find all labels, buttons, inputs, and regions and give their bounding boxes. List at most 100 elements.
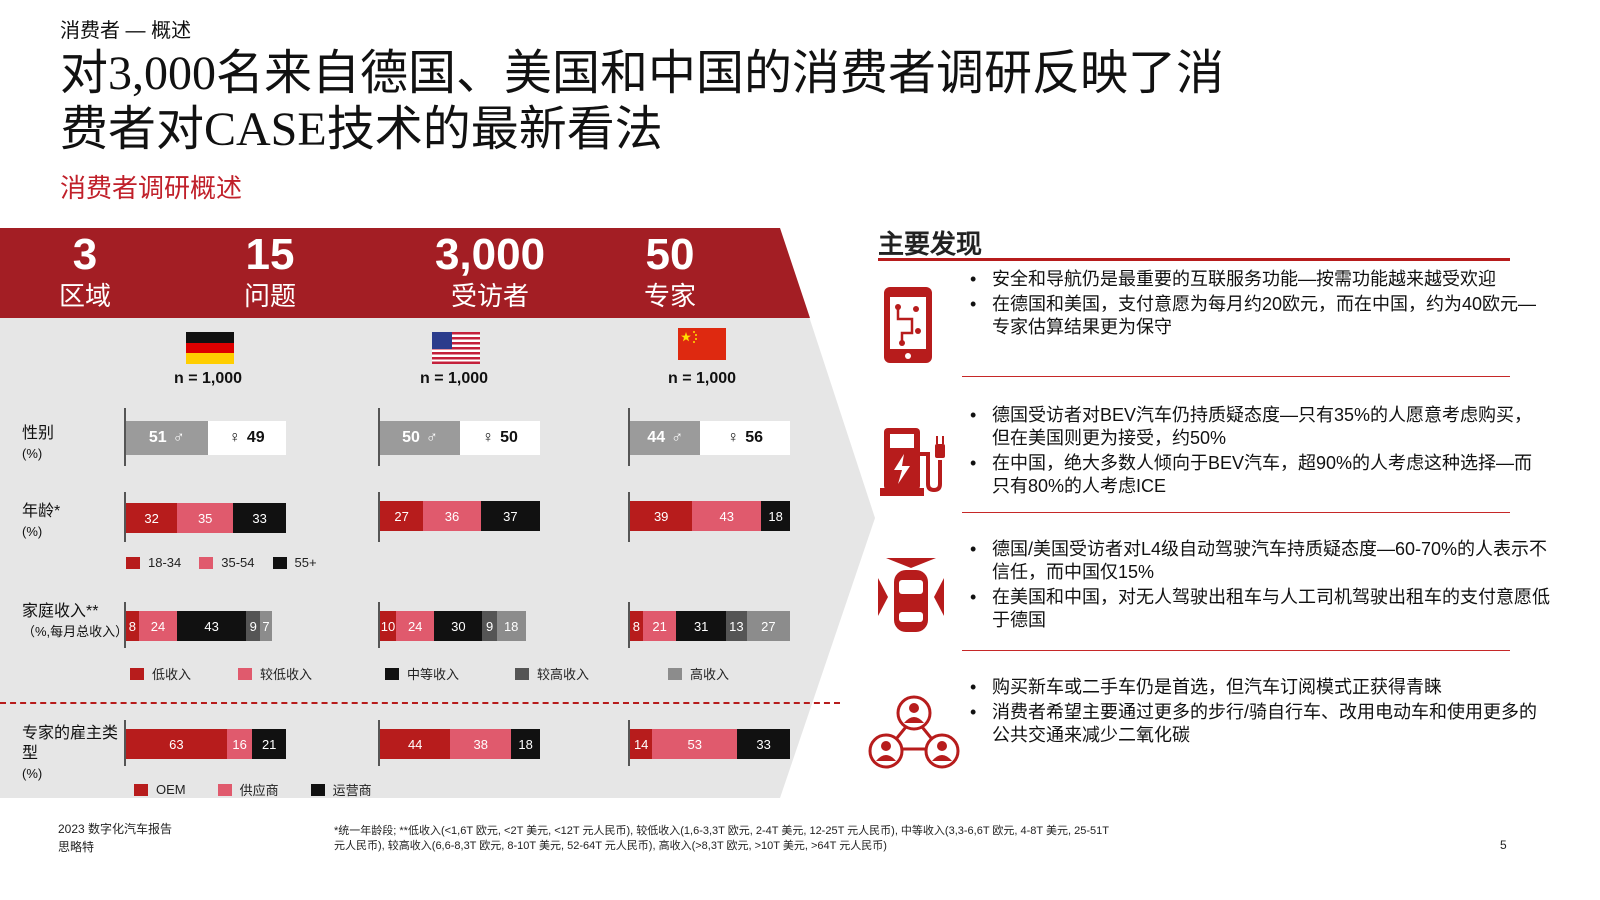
findings-divider	[878, 258, 1510, 261]
axis-line	[124, 720, 126, 766]
kpi-respondents: 3,000 受访者	[410, 230, 570, 312]
employer-bar-segment: 14	[630, 729, 653, 759]
smartphone-icon	[884, 287, 932, 363]
legend-label: OEM	[156, 782, 186, 797]
income-bar-usa: 10 24 30 9 18	[380, 611, 526, 641]
gender-bar-china: 44 ♂ ♀ 56	[630, 421, 790, 455]
usa-flag-icon	[432, 332, 480, 364]
kpi-experts: 50 专家	[625, 230, 715, 312]
sample-size-china: n = 1,000	[668, 370, 737, 387]
age-bar-usa: 27 36 37	[380, 501, 540, 531]
germany-flag-icon	[186, 332, 234, 364]
income-legend-lower: 较低收入	[238, 664, 312, 683]
legend-label: 中等收入	[407, 667, 460, 682]
income-legend-middle: 中等收入	[385, 664, 459, 683]
age-bar-germany: 32 35 33	[126, 503, 286, 533]
sample-size-germany: n = 1,000	[174, 370, 243, 387]
legend-swatch	[310, 783, 325, 796]
income-bar-segment: 7	[260, 611, 272, 641]
footer-source: 2023 数字化汽车报告 思略特	[58, 820, 172, 856]
sample-size-usa: n = 1,000	[420, 370, 489, 387]
row-label-text: 年龄*	[22, 503, 61, 520]
footer-note-line-1: *统一年龄段; **低收入(<1,6T 欧元, <2T 美元, <12T 元人民…	[334, 825, 1109, 837]
axis-line	[628, 720, 630, 766]
employer-bar-segment: 16	[226, 729, 253, 759]
kpi-label: 区域	[58, 281, 111, 311]
footer-report-name: 2023 数字化汽车报告	[58, 822, 173, 836]
age-bar-segment: 33	[233, 503, 286, 533]
age-bar-segment: 35	[177, 503, 234, 533]
kpi-number: 3,000	[434, 230, 546, 279]
row-label-text: 家庭收入**	[22, 603, 99, 620]
finding-list-3: 德国/美国受访者对L4级自动驾驶汽车持质疑态度—60-70%的人表示不信任，而中…	[970, 538, 1550, 634]
row-label-unit: (%)	[22, 446, 43, 461]
gender-female-segment: ♀ 49	[207, 421, 286, 455]
legend-swatch	[238, 667, 252, 680]
gender-female-segment: ♀ 56	[700, 421, 790, 455]
income-bar-segment: 24	[138, 611, 178, 641]
finding-bullet: 在美国和中国，对无人驾驶出租车与人工司机驾驶出租车的支付意愿低于德国	[970, 586, 1550, 632]
age-bar-segment: 27	[380, 501, 424, 531]
finding-list-4: 购买新车或二手车仍是首选，但汽车订阅模式正获得青睐 消费者希望主要通过更多的步行…	[970, 676, 1550, 749]
row-label-unit: (%)	[22, 524, 43, 539]
row-label-text: 专家的雇主类型	[22, 725, 119, 762]
shared-mobility-icon	[868, 695, 960, 769]
income-bar-segment: 18	[496, 611, 526, 641]
legend-label: 较高收入	[537, 667, 590, 682]
employer-bar-segment: 21	[252, 729, 286, 759]
age-bar-segment: 39	[630, 501, 693, 531]
gender-male-segment: 50 ♂	[380, 421, 460, 455]
age-bar-segment: 43	[692, 501, 762, 531]
china-flag-icon	[678, 328, 726, 360]
income-bar-segment: 24	[396, 611, 435, 641]
axis-line	[124, 408, 126, 466]
legend-swatch	[272, 556, 287, 569]
legend-swatch	[217, 783, 232, 796]
findings-title: 主要发现	[878, 229, 983, 259]
finding-bullet: 安全和导航仍是最重要的互联服务功能—按需功能越来越受欢迎	[970, 268, 1550, 291]
income-bar-germany: 8 24 43 9 7	[126, 611, 272, 641]
kpi-label: 受访者	[450, 281, 529, 311]
female-person-icon: ♀	[482, 429, 495, 446]
gender-male-segment: 44 ♂	[630, 421, 701, 455]
age-bar-segment: 32	[126, 503, 178, 533]
kpi-number: 3	[72, 230, 98, 279]
kpi-regions: 3 区域	[40, 230, 130, 312]
legend-label: 供应商	[239, 783, 279, 798]
legend-label: 18-34	[148, 555, 182, 570]
income-legend-low: 低收入	[130, 664, 191, 683]
row-label-gender: 性别 (%)	[22, 424, 54, 464]
female-person-icon: ♀	[727, 429, 740, 446]
income-bar-segment: 27	[746, 611, 790, 641]
legend-swatch	[126, 556, 140, 569]
age-legend: 18-34 35-54 55+	[126, 555, 317, 570]
kpi-label: 专家	[643, 281, 696, 311]
finding-bullet: 在德国和美国，支付意愿为每月约20欧元，而在中国，约为40欧元—专家估算结果更为…	[970, 293, 1550, 339]
finding-bullet: 德国/美国受访者对L4级自动驾驶汽车持质疑态度—60-70%的人表示不信任，而中…	[970, 538, 1550, 584]
finding-list-1: 安全和导航仍是最重要的互联服务功能—按需功能越来越受欢迎 在德国和美国，支付意愿…	[970, 268, 1550, 341]
row-label-income: 家庭收入** （%,每月总收入）	[22, 602, 128, 642]
gender-female-value: 50	[500, 429, 518, 446]
employer-bar-usa: 44 38 18	[380, 729, 540, 759]
axis-line	[124, 492, 126, 542]
row-label-employer: 专家的雇主类型 (%)	[22, 724, 118, 784]
gender-male-value: 44	[647, 429, 666, 446]
legend-label: 低收入	[152, 667, 192, 682]
legend-label: 较低收入	[260, 667, 313, 682]
kpi-number: 50	[645, 230, 695, 279]
row-label-text: 性别	[22, 425, 55, 442]
kpi-number: 15	[245, 230, 295, 279]
gender-female-segment: ♀ 50	[460, 421, 540, 455]
legend-swatch	[199, 556, 214, 569]
male-person-icon: ♂	[425, 429, 438, 446]
employer-bar-segment: 33	[737, 729, 790, 759]
axis-line	[628, 492, 630, 542]
age-bar-segment: 18	[761, 501, 790, 531]
employer-legend: OEM 供应商 运营商	[134, 780, 372, 799]
axis-line	[378, 720, 380, 766]
footer-note-line-2: 元人民币), 较高收入(6,6-8,3T 欧元, 8-10T 美元, 52-64…	[334, 840, 887, 852]
page-number: 5	[1500, 838, 1507, 852]
legend-label: 运营商	[332, 783, 372, 798]
income-bar-segment: 31	[676, 611, 726, 641]
legend-swatch	[668, 667, 682, 680]
